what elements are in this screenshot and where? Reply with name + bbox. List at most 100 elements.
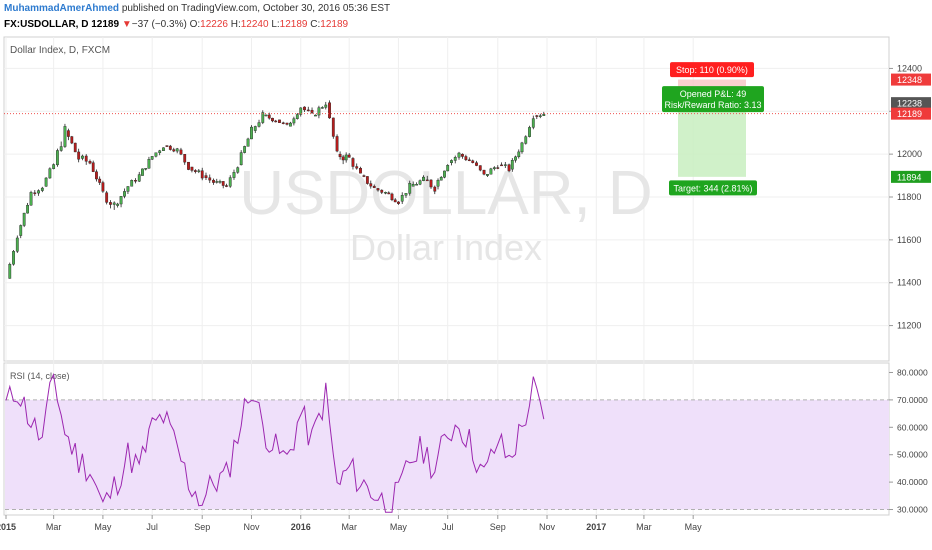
last-price: 12189 xyxy=(91,19,120,30)
candle-body xyxy=(510,160,514,170)
candle-body xyxy=(324,104,328,108)
candle-body xyxy=(384,192,387,194)
candle-body xyxy=(418,180,422,185)
candle-body xyxy=(482,169,486,175)
candle-body xyxy=(359,167,362,174)
candle-body xyxy=(73,142,77,153)
candle-body xyxy=(295,114,299,119)
candle-body xyxy=(158,150,162,153)
target-label-box xyxy=(669,180,757,196)
watermark-name: Dollar Index xyxy=(350,227,542,268)
price-tick-label: 11400 xyxy=(897,278,921,288)
candle-body xyxy=(314,114,317,117)
candle-body xyxy=(457,152,461,158)
candle-body xyxy=(19,225,23,236)
candle-body xyxy=(390,193,394,201)
candle-body xyxy=(429,179,433,188)
price-tag-stop xyxy=(891,73,931,86)
candle-body xyxy=(144,168,148,170)
candle-body xyxy=(228,177,232,187)
candle-body xyxy=(179,149,183,155)
high-label: H: xyxy=(230,19,241,30)
time-tick-label: May xyxy=(685,522,703,532)
candle-body xyxy=(408,183,412,194)
time-axis[interactable]: 2015 Mar May Jul Sep Nov 2016 Mar May Jul Sep Nov 20… xyxy=(0,515,702,532)
candle-body xyxy=(443,170,446,178)
author-link[interactable]: MuhammadAmerAhmed xyxy=(4,3,120,14)
candle-body xyxy=(489,168,493,175)
rsi-tick-label: 70.0000 xyxy=(897,395,928,405)
candle-body xyxy=(26,204,30,214)
candle-body xyxy=(331,117,335,137)
candle-body xyxy=(197,170,201,172)
candle-body xyxy=(193,170,197,172)
time-tick-label: May xyxy=(94,522,112,532)
candle-body xyxy=(187,161,190,170)
candle-body xyxy=(303,106,306,111)
candle-body xyxy=(285,122,289,125)
candle-body xyxy=(351,158,355,167)
candle-body xyxy=(137,174,141,182)
candle-body xyxy=(232,172,236,178)
candle-body xyxy=(433,186,437,192)
candle-body xyxy=(190,166,194,171)
open-value: 12226 xyxy=(200,19,228,30)
candle-body xyxy=(338,153,342,158)
price-chart[interactable]: USDOLLAR, D Dollar Index Dollar Index, D… xyxy=(0,36,932,550)
candle-body xyxy=(63,126,67,147)
stop-label-box xyxy=(670,62,754,78)
main-pane[interactable] xyxy=(3,36,890,362)
candle-body xyxy=(538,115,542,117)
time-tick-label: Nov xyxy=(539,522,556,532)
candle-body xyxy=(44,177,48,187)
price-tag-last xyxy=(891,107,931,120)
price-tag-entry xyxy=(891,97,931,110)
candle-body xyxy=(70,136,74,144)
rsi-tick-label: 80.0000 xyxy=(897,367,928,377)
candle-body xyxy=(119,196,123,205)
candle-body xyxy=(524,136,528,144)
position-labels: Stop: 110 (0.90%) Opened P&L: 49Risk/Rewa… xyxy=(662,62,764,196)
candle-body xyxy=(365,176,369,184)
publish-line: MuhammadAmerAhmed published on TradingVi… xyxy=(4,3,390,15)
target-label-text: Target: 344 (2.81%) xyxy=(673,183,752,193)
symbol-name[interactable]: FX:USDOLLAR xyxy=(4,19,76,30)
candle-body xyxy=(253,126,257,131)
candle-body xyxy=(172,149,176,152)
close-value: 12189 xyxy=(320,19,349,30)
candle-body xyxy=(461,153,464,157)
candle-body xyxy=(486,174,489,176)
pnl-label-text: Opened P&L: 49 xyxy=(680,89,747,99)
candle-body xyxy=(84,155,88,162)
price-tick-label: 11600 xyxy=(897,235,921,245)
rsi-band-fill xyxy=(5,399,889,510)
candle-body xyxy=(335,136,339,152)
rsi-tick-label: 30.0000 xyxy=(897,505,928,515)
price-tick-label: 12400 xyxy=(897,63,922,73)
candle-body xyxy=(299,107,303,115)
candle-body xyxy=(168,145,172,150)
high-value: 12240 xyxy=(240,19,269,30)
candle-body xyxy=(134,180,137,182)
rsi-tick-label: 50.0000 xyxy=(897,450,928,460)
candle-body xyxy=(250,126,253,140)
rsi-axis[interactable]: 30.0000 40.0000 50.0000 60.0000 70.0000 80.00… xyxy=(889,367,928,515)
candle-body xyxy=(289,122,292,127)
candle-body xyxy=(535,115,539,117)
pnl-label-text: Risk/Reward Ratio: 3.13 xyxy=(664,100,761,110)
time-tick-label: Mar xyxy=(46,522,62,532)
candle-body xyxy=(215,181,219,183)
symbol-line: FX:USDOLLAR, D 12189 ▼−37 (−0.3%) O:1222… xyxy=(4,19,349,30)
candle-body xyxy=(292,118,296,124)
candle-body xyxy=(218,181,222,183)
candle-body xyxy=(436,179,440,187)
time-tick-label: Mar xyxy=(636,522,652,532)
candle-body xyxy=(225,185,228,187)
candle-body xyxy=(320,107,324,109)
candle-body xyxy=(278,119,281,123)
candle-body xyxy=(400,195,404,202)
rsi-tick-label: 40.0000 xyxy=(897,477,928,487)
rsi-pane-title: RSI (14, close) xyxy=(10,371,70,381)
time-tick-label: Mar xyxy=(341,522,357,532)
